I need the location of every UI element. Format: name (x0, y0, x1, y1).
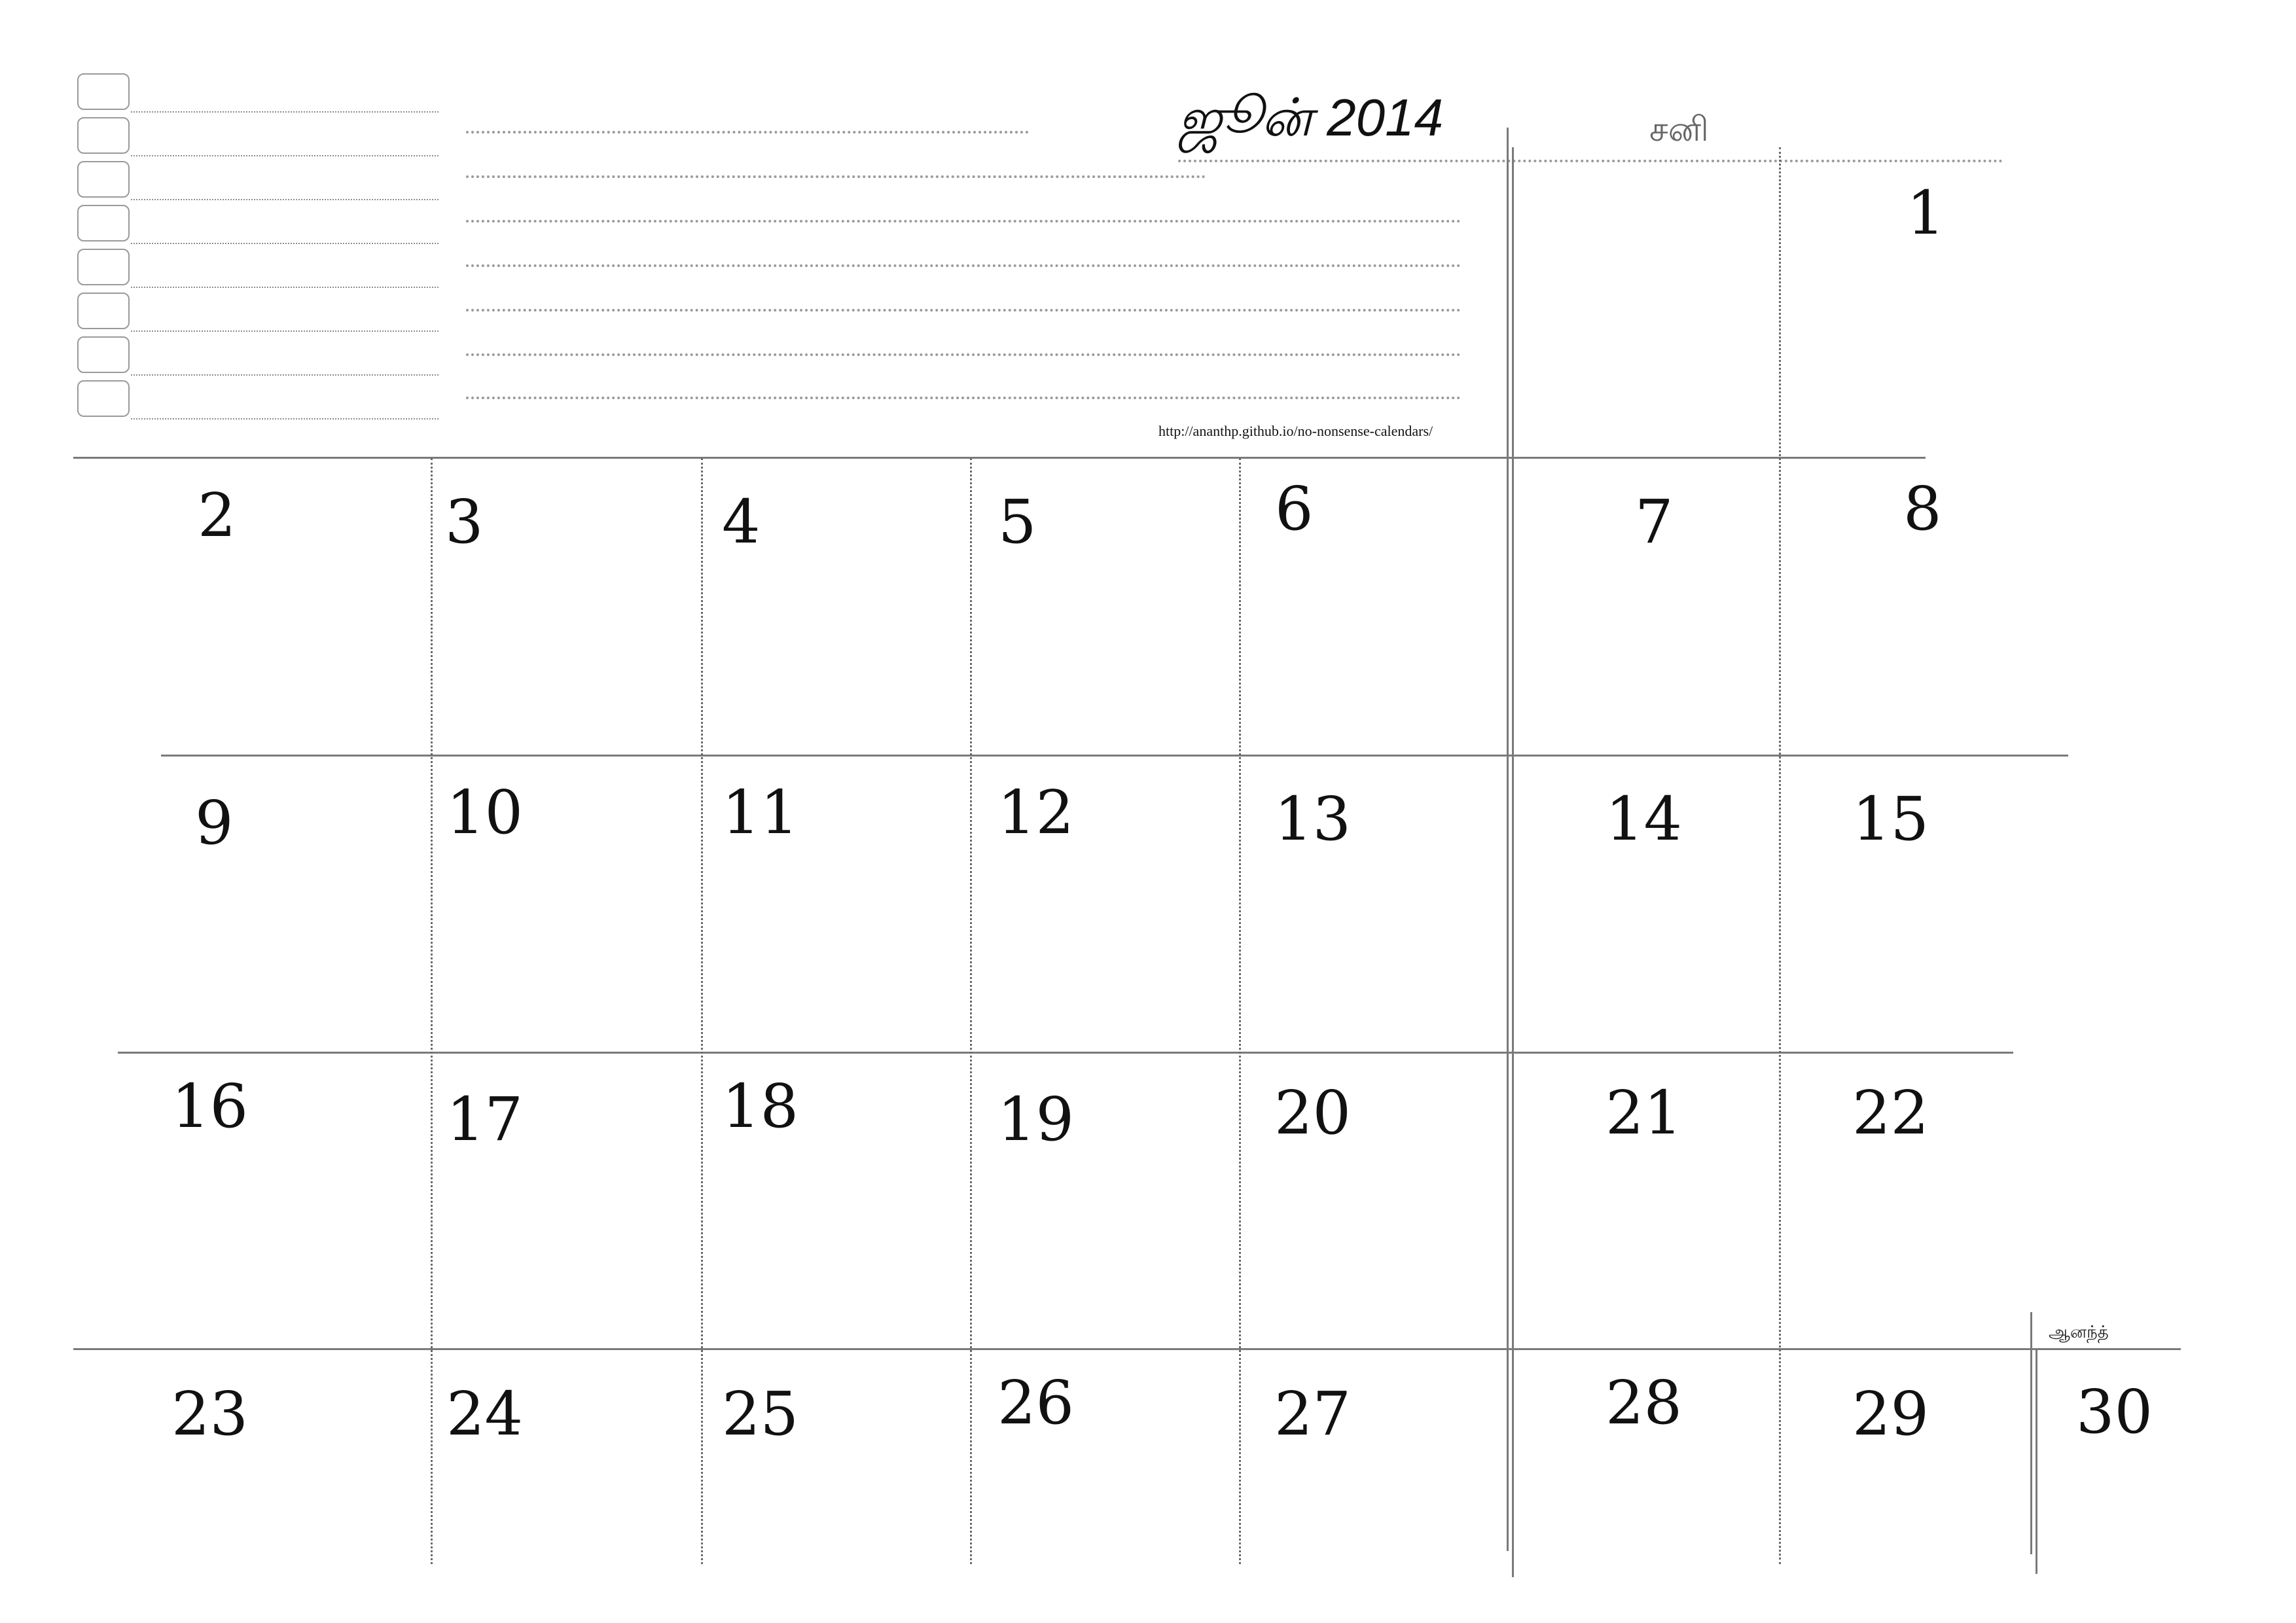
source-url[interactable]: http://ananthp.github.io/no-nonsense-cal… (1158, 423, 1433, 439)
day-number[interactable]: 9 (195, 788, 234, 858)
day-column-divider (701, 458, 703, 1564)
day-column-divider (431, 458, 433, 1564)
weekend-separator (1507, 128, 1509, 1551)
memo-line[interactable] (466, 220, 1461, 223)
day-number[interactable]: 7 (1635, 487, 1674, 557)
day-number[interactable]: 3 (445, 487, 484, 557)
note-line[interactable] (131, 111, 439, 113)
day-number[interactable]: 12 (997, 777, 1075, 847)
day-number[interactable]: 27 (1274, 1379, 1352, 1449)
day-number[interactable]: 1 (1907, 178, 1945, 248)
todo-checkbox[interactable] (77, 293, 130, 329)
week-separator (161, 755, 2068, 757)
day-number[interactable]: 6 (1275, 474, 1314, 544)
extra-day-separator (2036, 1348, 2037, 1574)
day-number[interactable]: 25 (722, 1379, 799, 1449)
day-number[interactable]: 19 (997, 1084, 1075, 1154)
weekend-separator (1512, 147, 1514, 1577)
header-dotted-line (1178, 160, 2003, 162)
week-separator (73, 1348, 2181, 1350)
day-number[interactable]: 4 (722, 487, 761, 557)
note-line[interactable] (131, 374, 439, 376)
day-number[interactable]: 21 (1605, 1078, 1683, 1148)
todo-checkbox[interactable] (77, 73, 130, 110)
week-separator (118, 1052, 2013, 1054)
week-separator (73, 457, 1926, 459)
day-number[interactable]: 14 (1605, 784, 1683, 854)
note-line[interactable] (131, 155, 439, 156)
day-number[interactable]: 26 (997, 1368, 1075, 1438)
todo-checkbox[interactable] (77, 205, 130, 241)
author-credit: ஆனந்த் (2049, 1322, 2109, 1342)
memo-line[interactable] (466, 309, 1461, 312)
day-number[interactable]: 18 (722, 1071, 799, 1141)
memo-line[interactable] (466, 131, 1029, 134)
day-number[interactable]: 2 (198, 480, 236, 550)
memo-line[interactable] (466, 353, 1461, 356)
day-number[interactable]: 17 (446, 1084, 524, 1154)
memo-line[interactable] (466, 397, 1461, 399)
day-number[interactable]: 20 (1274, 1078, 1352, 1148)
day-column-divider (970, 458, 972, 1564)
day-number[interactable]: 30 (2076, 1377, 2153, 1447)
day-number[interactable]: 11 (722, 777, 799, 847)
todo-checkbox[interactable] (77, 336, 130, 373)
day-number[interactable]: 23 (171, 1379, 249, 1449)
extra-day-separator (2030, 1312, 2032, 1554)
todo-checkbox[interactable] (77, 380, 130, 417)
day-number[interactable]: 10 (446, 777, 524, 847)
memo-line[interactable] (466, 175, 1206, 178)
day-number[interactable]: 16 (171, 1071, 249, 1141)
note-line[interactable] (131, 199, 439, 200)
day-number[interactable]: 5 (998, 487, 1037, 557)
month-title: ஜூன் 2014 (1178, 88, 1444, 147)
day-number[interactable]: 28 (1605, 1368, 1683, 1438)
day-number[interactable]: 24 (446, 1379, 524, 1449)
note-line[interactable] (131, 287, 439, 288)
note-line[interactable] (131, 418, 439, 419)
todo-checkbox[interactable] (77, 249, 130, 285)
day-number[interactable]: 8 (1903, 474, 1942, 544)
todo-checkbox[interactable] (77, 161, 130, 198)
todo-checkbox[interactable] (77, 117, 130, 154)
weekday-label: சனி (1649, 111, 1709, 149)
memo-line[interactable] (466, 264, 1461, 267)
day-column-divider (1779, 147, 1781, 1564)
note-line[interactable] (131, 330, 439, 332)
day-number[interactable]: 29 (1852, 1379, 1929, 1449)
day-number[interactable]: 22 (1852, 1078, 1929, 1148)
day-number[interactable]: 15 (1852, 784, 1929, 854)
day-column-divider (1239, 458, 1241, 1564)
note-line[interactable] (131, 243, 439, 244)
day-number[interactable]: 13 (1274, 784, 1352, 854)
